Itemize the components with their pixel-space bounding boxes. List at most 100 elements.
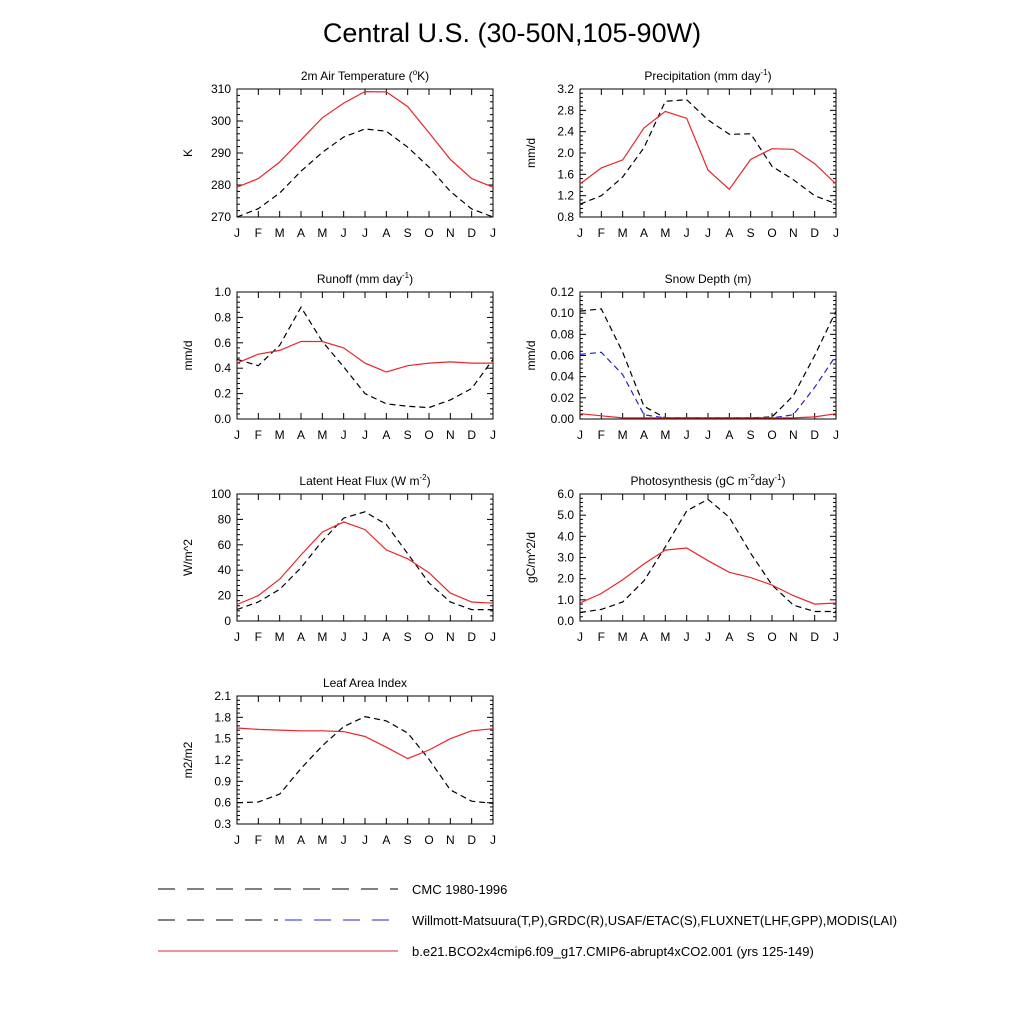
x-tick-label: O	[767, 630, 776, 644]
x-tick-label: F	[598, 428, 605, 442]
y-tick-label: 0.6	[214, 796, 231, 810]
x-tick-label: J	[341, 226, 347, 240]
x-tick-label: J	[833, 630, 839, 644]
legend: CMC 1980-1996 Willmott-Matsuura(T,P),GRDC…	[158, 882, 897, 959]
x-tick-label: M	[317, 226, 327, 240]
x-tick-label: A	[382, 630, 390, 644]
chart-title: Leaf Area Index	[323, 676, 407, 690]
x-tick-label: O	[424, 833, 433, 847]
x-tick-label: M	[317, 833, 327, 847]
series-line-solid-red	[579, 547, 837, 605]
x-tick-label: S	[747, 226, 755, 240]
x-tick-label: N	[789, 226, 798, 240]
chart-title: Snow Depth (m)	[665, 272, 752, 286]
x-tick-label: S	[404, 630, 412, 644]
legend-label: Willmott-Matsuura(T,P),GRDC(R),USAF/ETAC…	[412, 913, 897, 928]
x-tick-label: M	[618, 226, 628, 240]
y-tick-label: 20	[218, 589, 232, 603]
x-tick-label: J	[684, 428, 690, 442]
y-tick-label: 0.0	[557, 614, 574, 628]
x-tick-label: J	[705, 428, 711, 442]
x-tick-label: J	[490, 226, 496, 240]
series-line-solid-red	[236, 727, 494, 760]
y-tick-label: 80	[218, 512, 232, 526]
x-tick-label: F	[255, 428, 262, 442]
y-tick-label: 3.0	[557, 551, 574, 565]
y-tick-label: 0.2	[214, 387, 231, 401]
plot-frame	[236, 291, 494, 420]
x-tick-label: O	[424, 428, 433, 442]
y-tick-label: 40	[218, 563, 232, 577]
x-tick-label: D	[467, 226, 476, 240]
x-tick-label: S	[747, 630, 755, 644]
x-tick-label: J	[362, 226, 368, 240]
series-line-dashed-black	[236, 715, 494, 804]
x-tick-label: J	[362, 428, 368, 442]
plot-frame	[236, 695, 494, 825]
y-tick-label: 2.0	[557, 146, 574, 160]
series-line-dashed-black	[579, 308, 837, 419]
y-tick-label: 1.5	[214, 732, 231, 746]
x-tick-label: J	[705, 630, 711, 644]
x-tick-label: M	[660, 630, 670, 644]
x-tick-label: S	[404, 226, 412, 240]
chart-panel-2: Precipitation (mm day-1) mm/d 0.8 1.2 1.6 2.0…	[524, 68, 839, 240]
x-tick-label: J	[341, 630, 347, 644]
chart-panel-1: 2m Air Temperature (oK) K 270 280 290 300 310 J…	[181, 68, 496, 240]
y-tick-label: 5.0	[557, 508, 574, 522]
y-tick-label: 310	[211, 82, 231, 96]
x-tick-label: J	[234, 630, 240, 644]
figure-title: Central U.S. (30-50N,105-90W)	[322, 18, 702, 48]
x-tick-label: J	[341, 833, 347, 847]
y-tick-label: 280	[211, 178, 231, 192]
x-tick-label: A	[297, 428, 305, 442]
y-axis-label: mm/d	[524, 341, 538, 371]
x-tick-label: O	[424, 226, 433, 240]
y-tick-label: 0.8	[214, 310, 231, 324]
x-tick-label: J	[490, 428, 496, 442]
series-line-dashed-black	[579, 498, 836, 614]
x-tick-label: M	[317, 630, 327, 644]
x-tick-label: F	[255, 833, 262, 847]
x-tick-label: J	[234, 833, 240, 847]
x-tick-label: N	[789, 630, 798, 644]
x-tick-label: J	[833, 428, 839, 442]
series-line-dashed-black	[236, 128, 494, 218]
series-line-dashed-black	[236, 306, 494, 409]
x-tick-label: N	[446, 630, 455, 644]
x-tick-label: N	[446, 833, 455, 847]
x-tick-label: A	[725, 428, 733, 442]
y-tick-label: 1.0	[214, 285, 231, 299]
x-tick-label: J	[684, 226, 690, 240]
x-tick-label: D	[810, 428, 819, 442]
x-tick-label: S	[747, 428, 755, 442]
chart-panel-4: Snow Depth (m) mm/d 0.00 0.02 0.04 0.06 0.08 0.…	[524, 272, 839, 442]
x-tick-label: A	[725, 226, 733, 240]
y-tick-label: 0.02	[551, 391, 575, 405]
x-tick-label: A	[297, 226, 305, 240]
y-tick-label: 60	[218, 538, 232, 552]
x-tick-label: M	[618, 630, 628, 644]
x-tick-label: J	[362, 630, 368, 644]
y-tick-label: 1.2	[214, 753, 231, 767]
legend-label: b.e21.BCO2x4cmip6.f09_g17.CMIP6-abrupt4x…	[412, 944, 814, 959]
x-tick-label: A	[640, 226, 648, 240]
y-tick-label: 290	[211, 146, 231, 160]
x-tick-label: N	[789, 428, 798, 442]
y-axis-label: K	[181, 149, 195, 157]
x-tick-label: M	[660, 226, 670, 240]
y-tick-label: 100	[211, 487, 231, 501]
plot-frame	[579, 493, 837, 622]
y-tick-label: 0.4	[214, 361, 231, 375]
x-tick-label: M	[275, 226, 285, 240]
x-tick-label: S	[404, 428, 412, 442]
y-tick-label: 0.00	[551, 412, 575, 426]
x-tick-label: M	[275, 428, 285, 442]
x-tick-label: A	[382, 226, 390, 240]
x-tick-label: F	[598, 226, 605, 240]
x-tick-label: N	[446, 226, 455, 240]
y-tick-label: 0.04	[551, 370, 575, 384]
plot-frame	[236, 493, 494, 622]
y-axis-label: gC/m^2/d	[524, 532, 538, 583]
series-line-solid-red	[236, 340, 493, 373]
